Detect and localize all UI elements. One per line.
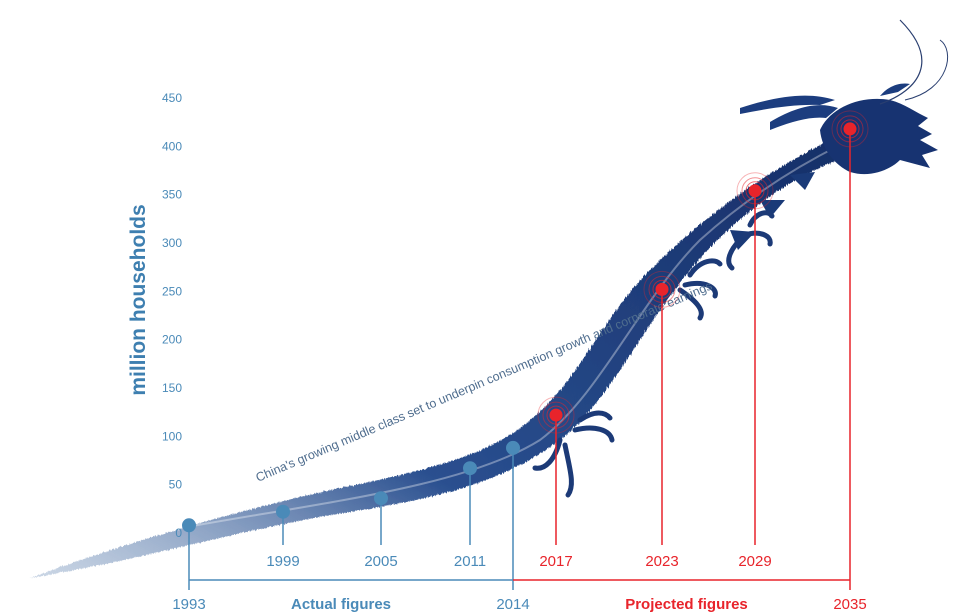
dragon-whisker-2	[904, 39, 948, 101]
dragon-whisker	[879, 19, 923, 105]
series-label-actual: Actual figures	[291, 596, 391, 613]
x-label-2017: 2017	[539, 553, 572, 570]
data-stems	[188, 128, 851, 590]
y-tick-label: 200	[162, 333, 182, 347]
point-ring-2023	[643, 270, 681, 308]
data-point-2023	[655, 282, 669, 296]
dragon-claws	[532, 210, 775, 498]
dragon-head	[820, 98, 938, 175]
x-axis-labels: 1993 1999 2005 2011 2014 2017 2023 2029 2035	[172, 553, 866, 613]
point-ring-2029	[741, 177, 769, 205]
claw-5	[677, 287, 704, 321]
data-point-2014	[506, 440, 520, 455]
data-point-2017	[549, 408, 563, 422]
point-ring-2023	[648, 275, 676, 303]
y-tick-label: 50	[169, 478, 183, 492]
y-tick-label: 0	[175, 526, 182, 540]
data-point-2035	[843, 122, 857, 136]
y-tick-label: 350	[162, 188, 182, 202]
x-label-2035: 2035	[833, 596, 866, 613]
point-ring-2017	[542, 401, 570, 429]
x-label-2014: 2014	[496, 596, 529, 613]
claw-6	[682, 280, 718, 299]
claw-4	[577, 410, 613, 423]
claw-3	[572, 425, 615, 443]
point-ring-2035	[840, 119, 860, 139]
series-labels: Actual figures Projected figures	[291, 596, 748, 613]
data-point-2011	[463, 461, 477, 476]
data-point-2005	[374, 491, 388, 506]
dragon-body	[30, 112, 866, 578]
x-label-1993: 1993	[172, 596, 205, 613]
dragon-spikes	[730, 172, 815, 250]
claw-1	[532, 437, 563, 471]
y-tick-label: 250	[162, 284, 182, 298]
point-ring-2035	[831, 110, 869, 148]
claw-2	[562, 442, 574, 498]
point-ring-2017	[537, 396, 575, 434]
point-ring-2029	[745, 181, 765, 201]
claw-10	[747, 210, 775, 228]
x-label-2011: 2011	[454, 553, 486, 570]
x-label-2029: 2029	[738, 553, 771, 570]
y-axis-label: million households	[127, 204, 150, 395]
data-point-1999	[276, 504, 290, 519]
y-tick-label: 300	[162, 236, 182, 250]
y-tick-label: 450	[162, 91, 182, 105]
dragon-crest	[740, 83, 910, 130]
data-points	[182, 110, 869, 533]
point-ring-2017	[546, 405, 566, 425]
data-point-1993	[182, 518, 196, 533]
x-label-1999: 1999	[266, 553, 299, 570]
x-label-2005: 2005	[364, 553, 397, 570]
claw-8	[726, 237, 743, 271]
data-point-2029	[748, 184, 762, 198]
point-ring-2023	[652, 279, 672, 299]
claw-7	[687, 258, 723, 278]
series-label-projected: Projected figures	[625, 596, 748, 613]
point-ring-2029	[736, 172, 774, 210]
claw-9	[742, 230, 773, 247]
y-tick-label: 150	[162, 381, 182, 395]
y-tick-label: 100	[162, 429, 182, 443]
x-label-2023: 2023	[645, 553, 678, 570]
point-ring-2035	[836, 115, 864, 143]
y-axis-ticks: 0 50 100 150 200 250 300 350 400 450	[162, 91, 182, 540]
y-tick-label: 400	[162, 139, 182, 153]
